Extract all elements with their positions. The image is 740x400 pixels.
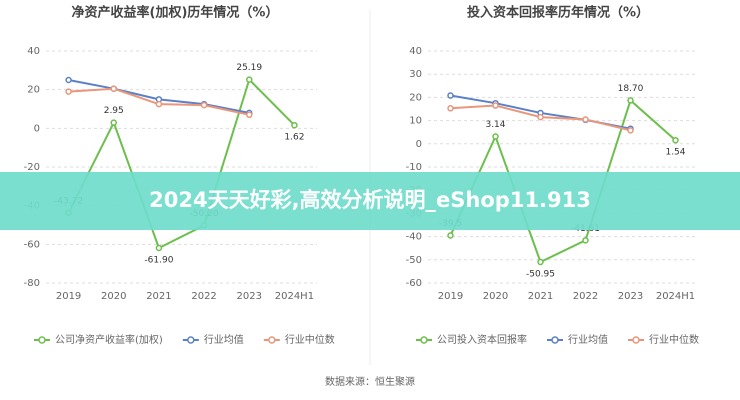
point — [155, 100, 163, 108]
point — [447, 232, 454, 239]
point — [291, 121, 298, 129]
data-label: 1.54 — [665, 148, 685, 158]
x-tick-label: 2023 — [618, 291, 643, 302]
y-tick-label: 30 — [409, 69, 422, 80]
legend-marker — [551, 336, 559, 344]
x-tick-label: 2024H1 — [275, 291, 314, 302]
data-label: 18.70 — [618, 84, 644, 94]
series-line — [449, 98, 677, 264]
legend-label: 行业中位数 — [285, 333, 335, 346]
chart-title: 投入资本回报率历年情况（%） — [467, 5, 649, 21]
y-tick-label: -40 — [406, 232, 422, 243]
y-tick-label: 20 — [409, 92, 422, 103]
legend-label: 公司净资产收益率(加权) — [55, 333, 163, 346]
y-tick-label: -60 — [406, 278, 422, 289]
source: 数据来源：恒生聚源 — [325, 375, 415, 388]
point — [447, 105, 454, 112]
point — [200, 101, 208, 109]
x-tick-label: 2019 — [56, 291, 81, 302]
y-tick-label: 20 — [27, 85, 40, 96]
legend-label: 公司投入资本回报率 — [437, 333, 527, 346]
legend-marker — [187, 336, 195, 344]
legend-label: 行业均值 — [204, 333, 244, 346]
point — [155, 244, 163, 252]
point — [537, 113, 544, 121]
point — [492, 102, 499, 109]
legend-marker — [632, 336, 640, 344]
y-tick-label: -80 — [24, 278, 40, 289]
banner: 2024天天好彩,高效分析说明_eShop11.913 — [149, 188, 591, 212]
y-tick-label: 0 — [34, 123, 40, 134]
banner-bg — [0, 172, 740, 230]
point — [110, 85, 117, 92]
series-line — [67, 77, 296, 250]
point — [627, 127, 634, 134]
legend-label: 行业均值 — [568, 333, 608, 346]
x-tick-label: 2021 — [528, 291, 553, 302]
data-label: -61.90 — [144, 256, 173, 266]
x-tick-label: 2022 — [573, 291, 598, 302]
y-tick-label: 10 — [409, 116, 422, 127]
y-tick-label: -50 — [406, 255, 422, 266]
point — [246, 76, 253, 83]
data-label: 1.62 — [284, 133, 304, 143]
y-tick-label: -10 — [406, 162, 422, 173]
point — [492, 133, 499, 140]
point — [65, 76, 72, 84]
legend-label: 行业中位数 — [649, 333, 699, 346]
point — [672, 136, 679, 144]
y-tick-label: 40 — [409, 46, 422, 57]
y-tick-label: 0 — [416, 139, 422, 150]
x-tick-label: 2024H1 — [656, 291, 695, 302]
y-tick-label: -20 — [24, 162, 40, 173]
charts: 净资产收益率(加权)历年情况（%） 40 20 0 -20 -40 -60 -80 2019 20… — [24, 5, 699, 347]
x-tick-label: 2019 — [438, 291, 463, 302]
x-tick-label: 2020 — [483, 291, 508, 302]
chart-title: 净资产收益率(加权)历年情况（%） — [72, 5, 279, 21]
data-label: -50.95 — [526, 270, 555, 280]
x-tick-label: 2020 — [101, 291, 126, 302]
data-label: 2.95 — [104, 106, 124, 116]
data-label: 25.19 — [236, 63, 262, 73]
point — [110, 119, 117, 126]
point — [65, 88, 72, 95]
legend-marker — [420, 336, 428, 344]
x-tick-label: 2021 — [146, 291, 171, 302]
legend-marker — [38, 336, 46, 344]
point — [537, 258, 544, 266]
point — [582, 237, 589, 244]
legend-marker — [268, 336, 276, 344]
data-label: 3.14 — [485, 120, 505, 130]
y-tick-label: 40 — [27, 46, 40, 57]
point — [582, 116, 589, 123]
point — [627, 97, 634, 104]
point — [447, 92, 454, 99]
x-tick-label: 2022 — [191, 291, 216, 302]
point — [246, 111, 253, 119]
x-tick-label: 2023 — [237, 291, 262, 302]
y-tick-label: -60 — [24, 239, 40, 250]
